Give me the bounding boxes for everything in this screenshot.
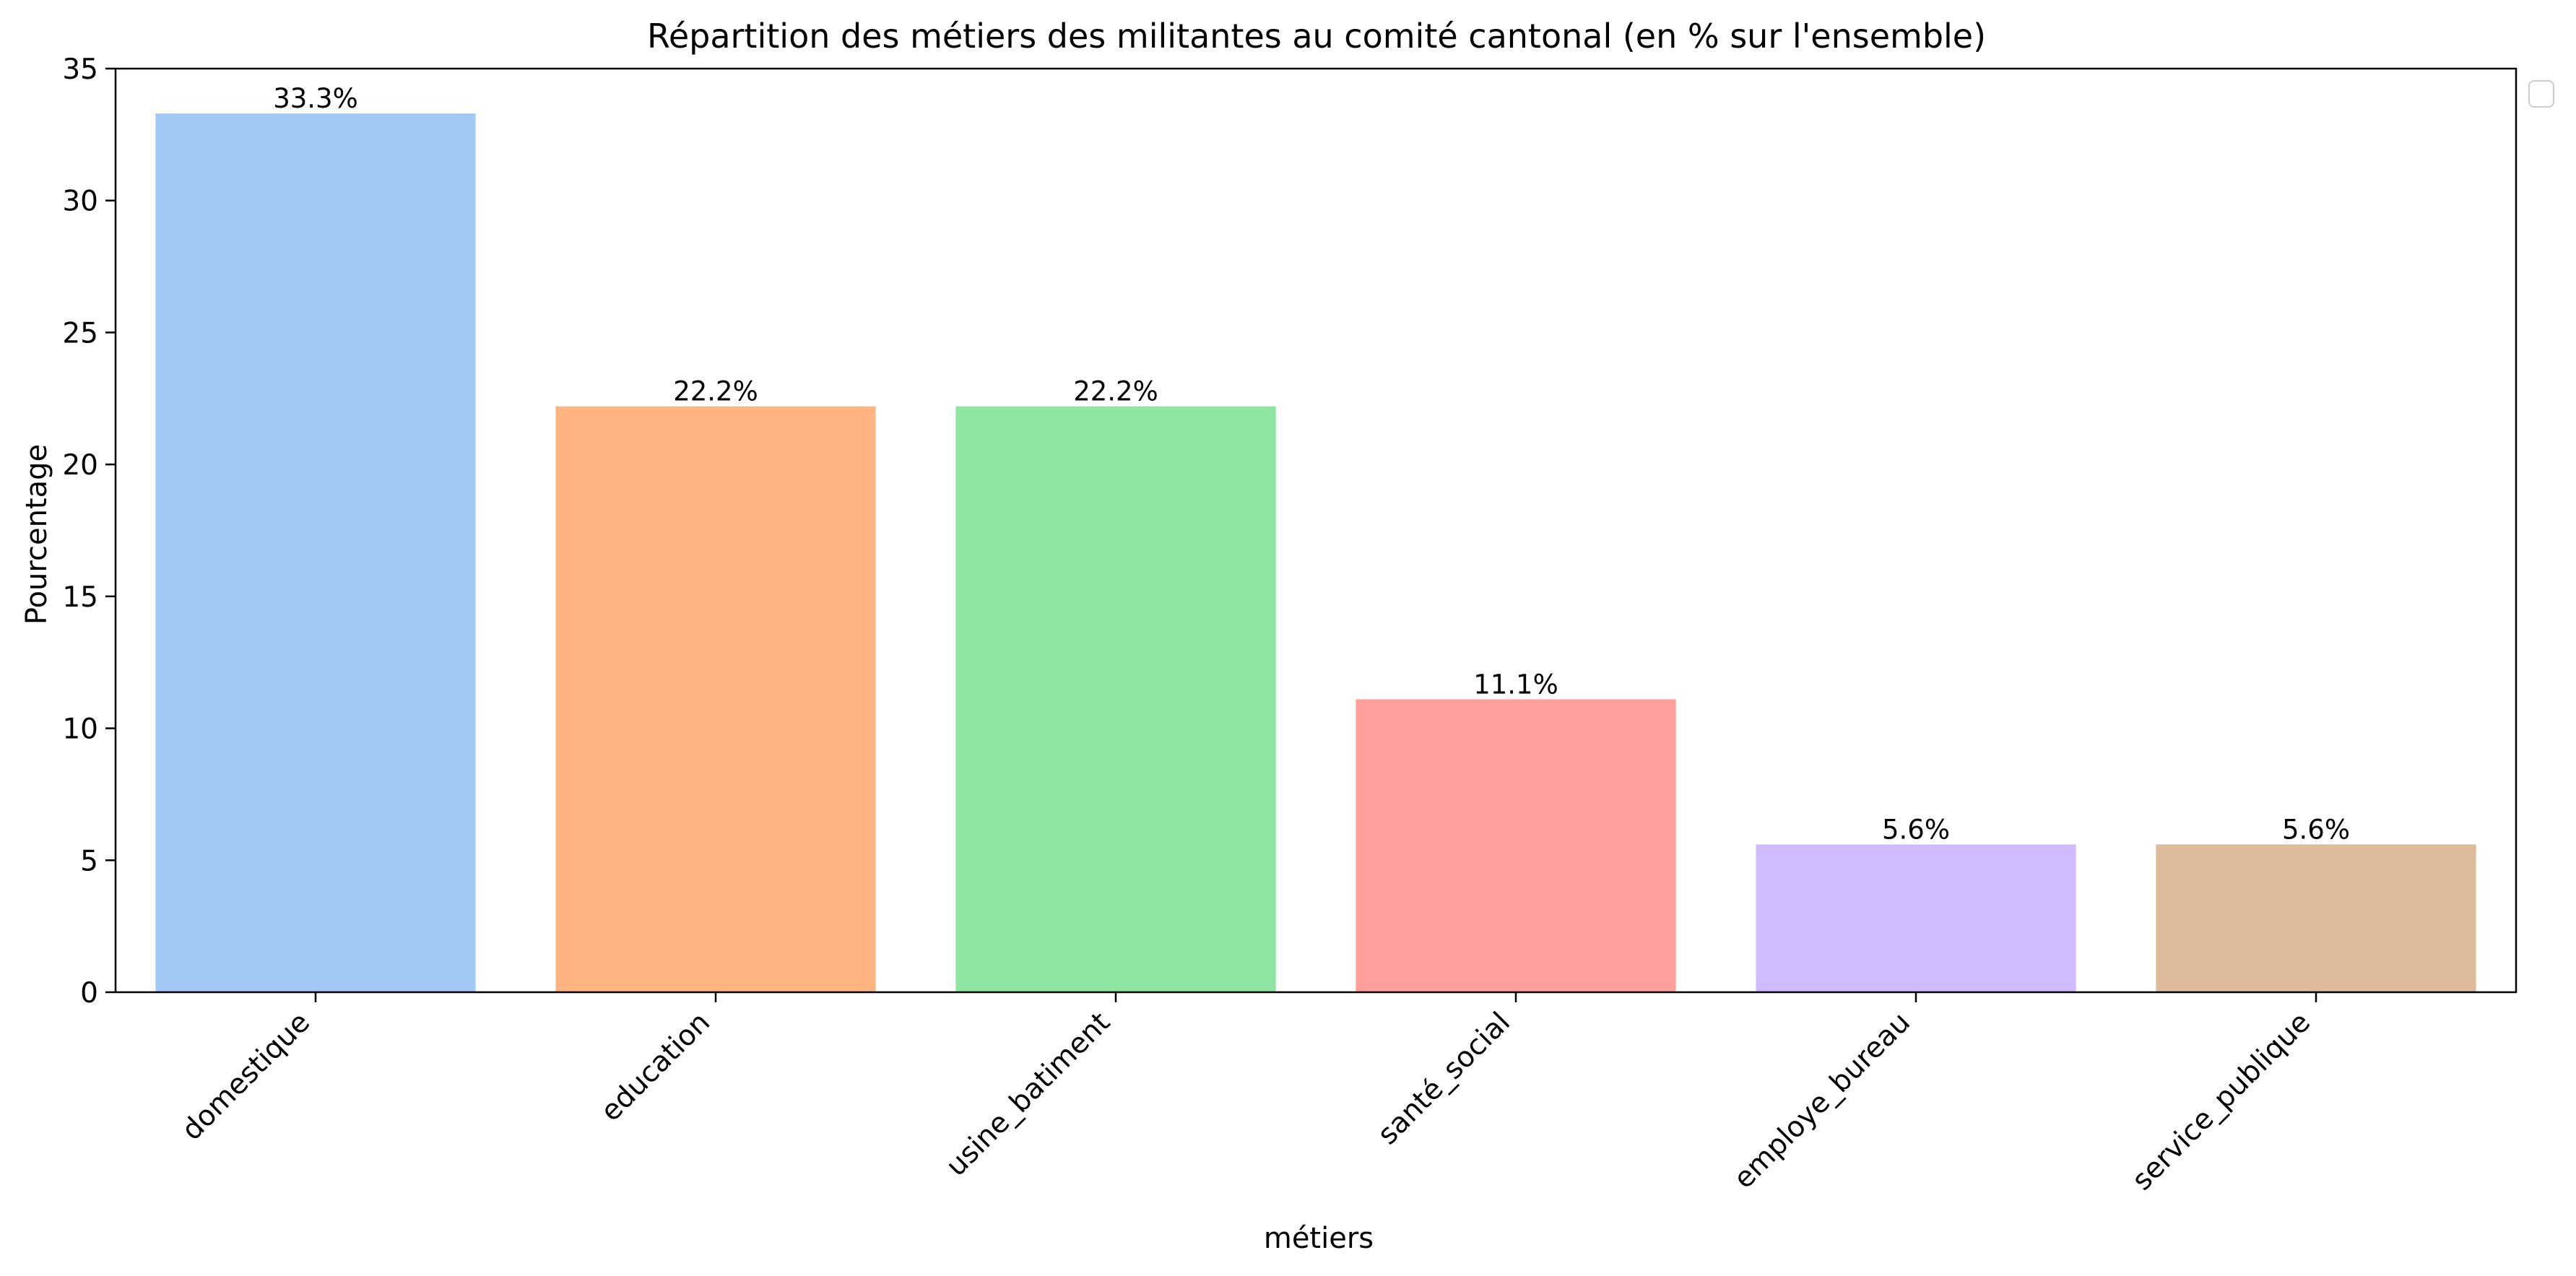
y-tick-label-5: 5 <box>80 845 98 877</box>
x-tick-label-service_publique: service_publique <box>2126 1006 2317 1197</box>
y-tick-label-35: 35 <box>62 53 98 86</box>
y-tick-label-30: 30 <box>62 186 98 218</box>
x-tick-label-education: education <box>594 1006 716 1128</box>
bar-santé_social <box>1356 699 1676 992</box>
legend-box <box>2528 80 2554 108</box>
bar-education <box>555 406 876 992</box>
bar-service_publique <box>2156 844 2476 992</box>
bar-employe_bureau <box>1756 844 2076 992</box>
x-tick-label-employe_bureau: employe_bureau <box>1727 1006 1917 1195</box>
y-axis-label: Pourcentage <box>20 444 53 625</box>
data-label-domestique: 33.3% <box>273 83 358 114</box>
data-label-santé_social: 11.1% <box>1473 669 1558 700</box>
x-axis-label: métiers <box>1264 1222 1374 1255</box>
chart-title: Répartition des métiers des militantes a… <box>647 17 1986 56</box>
x-tick-label-usine_batiment: usine_batiment <box>940 1006 1117 1183</box>
y-tick-label-25: 25 <box>62 317 98 350</box>
x-tick-label-santé_social: santé_social <box>1371 1006 1517 1151</box>
y-tick-label-10: 10 <box>62 713 98 746</box>
bar-domestique <box>155 113 476 993</box>
y-tick-label-15: 15 <box>62 581 98 614</box>
data-label-usine_batiment: 22.2% <box>1073 376 1158 407</box>
data-label-service_publique: 5.6% <box>2282 814 2350 845</box>
axes-frame <box>114 67 2518 994</box>
data-label-employe_bureau: 5.6% <box>1882 814 1950 845</box>
y-tick-label-0: 0 <box>80 977 98 1010</box>
bar-usine_batiment <box>955 406 1276 992</box>
plot-area: 33.3% domestique 22.2% education 22.2% usine_… <box>62 53 2518 1197</box>
x-tick-label-domestique: domestique <box>175 1006 316 1147</box>
y-tick-label-20: 20 <box>62 449 98 482</box>
data-label-education: 22.2% <box>673 376 758 407</box>
